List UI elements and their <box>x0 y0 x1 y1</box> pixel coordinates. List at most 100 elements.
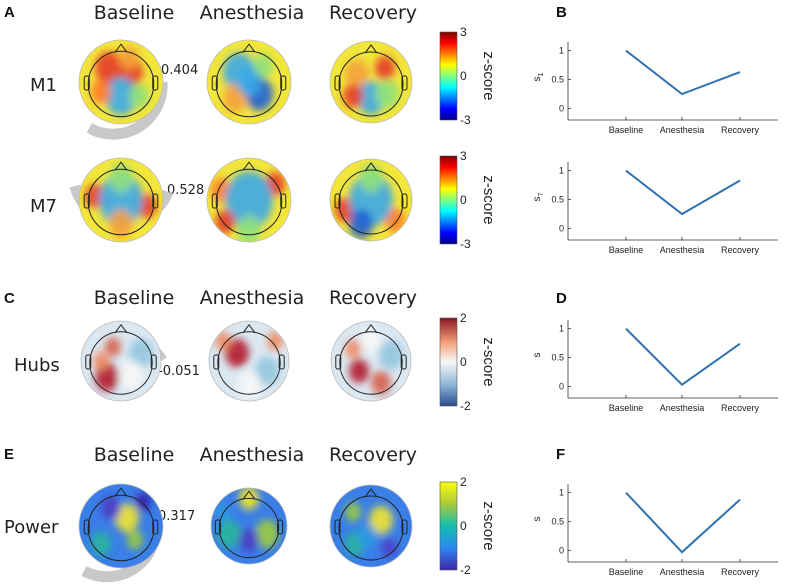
col-title-recovery: Recovery <box>328 2 418 24</box>
head-map <box>330 320 412 402</box>
colorbar-mid-label: 0 <box>460 519 467 533</box>
y-tick-label: 1 <box>559 324 564 334</box>
col-title-baseline: Baseline <box>93 2 175 24</box>
col-title-anesthesia: Anesthesia <box>199 287 305 309</box>
panel-letter-e: E <box>4 446 15 463</box>
head-map <box>80 320 162 402</box>
line-chart: 1 0.5 0 Baseline Anesthesia Recovery s <box>532 320 778 413</box>
colorbar-min-label: -2 <box>460 563 471 577</box>
y-axis-label: s <box>532 517 543 522</box>
colorbar-mid-label: 0 <box>460 69 467 83</box>
colorbar-min-label: -3 <box>460 237 471 251</box>
x-tick-label: Anesthesia <box>660 125 705 135</box>
y-tick-label: 0 <box>559 545 564 555</box>
y-tick-label: 1 <box>559 46 564 56</box>
head-map <box>78 39 164 125</box>
line-chart: 1 0.5 0 Baseline Anesthesia Recovery s7 <box>532 162 778 255</box>
colorbar-max-label: 3 <box>460 25 467 39</box>
colorbar-title: z-score <box>480 501 497 550</box>
colorbar-gradient <box>439 317 458 407</box>
colorbar-title: z-score <box>480 51 497 100</box>
colorbar-mid-label: 0 <box>460 355 467 369</box>
row-label-m1: M1 <box>30 75 57 96</box>
y-axis-label: s1 <box>532 72 545 81</box>
colorbar: 2 0 -2 z-score <box>439 475 497 577</box>
y-axis-label: s <box>532 353 543 358</box>
x-tick-label: Recovery <box>721 125 760 135</box>
y-tick-label: 0 <box>559 223 564 233</box>
row-label-hubs: Hubs <box>14 355 60 376</box>
data-series-line <box>625 169 741 216</box>
colorbar-max-label: 3 <box>460 149 467 163</box>
y-tick-label: 1 <box>559 488 564 498</box>
x-tick-label: Baseline <box>609 403 644 413</box>
colorbar: 2 0 -2 z-score <box>439 311 497 413</box>
head-map <box>329 40 413 124</box>
colorbar-title: z-score <box>480 337 497 386</box>
colorbar-mid-label: 0 <box>460 193 467 207</box>
head-map <box>78 157 164 243</box>
x-tick-label: Baseline <box>609 125 644 135</box>
data-series-line <box>625 327 741 387</box>
correlation-value-m1: 0.404 <box>161 63 199 78</box>
head-maps <box>78 39 413 569</box>
x-tick-label: Baseline <box>609 567 644 577</box>
colorbar-min-label: -2 <box>460 399 471 413</box>
x-tick-label: Anesthesia <box>660 403 705 413</box>
y-tick-label: 0.5 <box>551 75 564 85</box>
panel-letter-c: C <box>4 290 15 307</box>
colorbar-max-label: 2 <box>460 311 467 325</box>
col-title-baseline: Baseline <box>93 444 175 466</box>
row-label-m7: M7 <box>30 196 57 217</box>
correlation-value-power: 0.317 <box>158 509 196 524</box>
x-tick-label: Recovery <box>721 567 760 577</box>
colorbar: 3 0 -3 z-score <box>439 149 497 251</box>
x-tick-label: Anesthesia <box>660 245 705 255</box>
line-chart: 1 0.5 0 Baseline Anesthesia Recovery s1 <box>532 42 778 135</box>
panel-letter-d: D <box>556 290 567 307</box>
x-tick-label: Baseline <box>609 245 644 255</box>
x-tick-label: Recovery <box>721 245 760 255</box>
head-map <box>210 487 288 565</box>
head-map <box>329 484 413 568</box>
data-series-line <box>625 49 741 96</box>
col-title-anesthesia: Anesthesia <box>199 444 305 466</box>
line-chart: 1 0.5 0 Baseline Anesthesia Recovery s <box>532 484 778 577</box>
head-map <box>329 158 413 242</box>
colorbar-gradient <box>439 31 458 121</box>
head-map <box>206 157 292 243</box>
colorbar-min-label: -3 <box>460 113 471 127</box>
y-axis-label: s7 <box>532 192 545 201</box>
data-series-line <box>625 491 741 554</box>
y-tick-label: 0 <box>559 381 564 391</box>
y-tick-label: 0.5 <box>551 353 564 363</box>
colorbars: 3 0 -3 z-score 3 0 -3 z-score 2 0 -2 z-score 2 0 -2 z-s… <box>439 25 497 577</box>
y-tick-label: 1 <box>559 166 564 176</box>
col-title-baseline: Baseline <box>93 287 175 309</box>
head-map <box>78 483 164 569</box>
panel-letter-a: A <box>4 4 15 21</box>
colorbar-max-label: 2 <box>460 475 467 489</box>
correlation-value-m7: 0.528 <box>167 183 205 198</box>
y-tick-label: 0.5 <box>551 195 564 205</box>
head-map <box>206 39 292 125</box>
col-title-anesthesia: Anesthesia <box>199 2 305 24</box>
panel-letter-b: B <box>556 4 567 21</box>
colorbar-title: z-score <box>480 175 497 224</box>
correlation-value-hubs: -0.051 <box>158 364 200 379</box>
x-tick-label: Anesthesia <box>660 567 705 577</box>
col-title-recovery: Recovery <box>328 287 418 309</box>
colorbar-gradient <box>439 155 458 245</box>
colorbar: 3 0 -3 z-score <box>439 25 497 127</box>
y-tick-label: 0 <box>559 103 564 113</box>
head-map <box>208 320 290 402</box>
y-tick-label: 0.5 <box>551 517 564 527</box>
row-label-power: Power <box>4 517 59 538</box>
x-tick-label: Recovery <box>721 403 760 413</box>
col-title-recovery: Recovery <box>328 444 418 466</box>
colorbar-gradient <box>439 481 458 571</box>
panel-letter-f: F <box>556 446 566 463</box>
